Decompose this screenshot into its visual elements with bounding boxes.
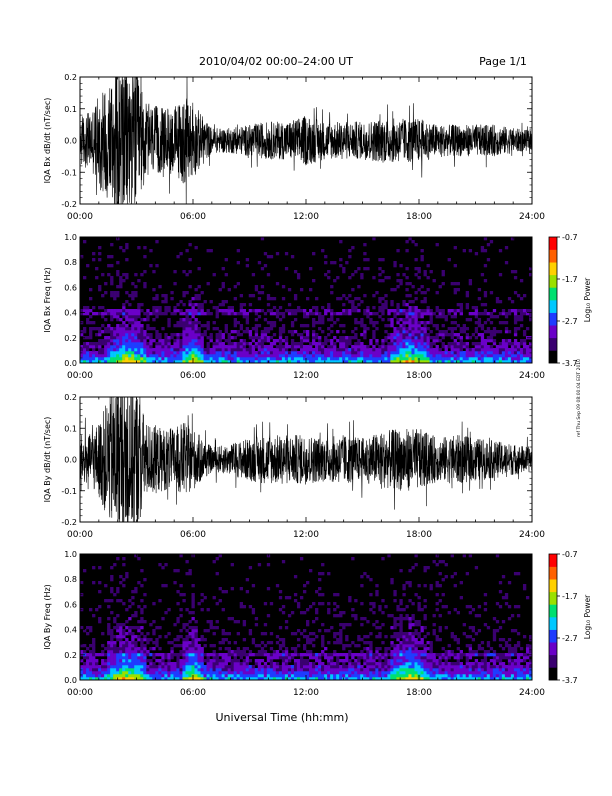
panel-4-ytick-label: 0.8 [64,575,77,584]
panel-3-ytick-label: -0.2 [61,518,77,527]
panel-1-xtick-label: 12:00 [293,212,319,222]
panel-2-colorbar-tick-label: -2.7 [562,317,578,326]
panel-1-xtick-label: 00:00 [67,212,93,222]
panel-4-xtick-label: 12:00 [293,688,319,698]
panel-2-colorbar: -0.7 -1.7 -2.7 -3.7 Log₁₀ Power [548,233,592,368]
panel-4-colorbar-tick-label: -1.7 [562,592,578,601]
panel-1-axes: 00:00 06:00 12:00 18:00 24:00 -0.2 -0.1 0.0 0.1 0… [43,73,545,222]
panel-2-ytick-label: 0.2 [64,334,77,343]
panel-3-ytick-label: -0.1 [61,487,77,496]
panel-2-axes: 00:00 06:00 12:00 18:00 24:00 0.0 0.2 0.4 0.6 0.8… [43,233,545,381]
panel-4-colorbar-tick-label: -0.7 [562,550,578,559]
panel-2-ylabel: IQA Bx Freq (Hz) [43,267,52,333]
side-note: ref Thu Sep 09 08:00:04 EDT 2010 [576,359,582,437]
panel-4-ytick-label: 0.0 [64,676,77,685]
panel-3-xtick-label: 00:00 [67,530,93,540]
panel-2-spectrogram [80,237,533,364]
panel-1-ytick-label: 0.2 [64,73,77,82]
panel-3-xtick-label: 18:00 [406,530,432,540]
panel-2-ytick-label: 1.0 [64,233,77,242]
panel-1-ytick-label: -0.2 [61,200,77,209]
panel-2-ytick-label: 0.6 [64,283,77,292]
panel-4-colorbar-label: Log₁₀ Power [583,594,592,639]
panel-2-colorbar-tick-label: -3.7 [562,359,578,368]
panel-1-xtick-label: 18:00 [406,212,432,222]
panel-4-xtick-label: 00:00 [67,688,93,698]
figure-title: 2010/04/02 00:00–24:00 UT [199,55,353,68]
x-axis-label: Universal Time (hh:mm) [216,711,349,724]
panel-4-colorbar: -0.7 -1.7 -2.7 -3.7 Log₁₀ Power [548,550,592,685]
panel-1-ylabel: IQA Bx dB/dt (nT/sec) [43,98,52,184]
panel-2-colorbar-tick-label: -0.7 [562,233,578,242]
panel-1-ytick-label: -0.1 [61,168,77,177]
panel-4-colorbar-tick-label: -3.7 [562,676,578,685]
panel-4-spectrogram [80,554,533,681]
panel-1-series-line [80,77,532,204]
panel-2-xtick-label: 12:00 [293,371,319,381]
panel-4-ytick-label: 0.4 [64,626,77,635]
panel-4-colorbar-tick-label: -2.7 [562,634,578,643]
panel-2-xtick-label: 18:00 [406,371,432,381]
panel-3-ytick-label: 0.1 [64,424,77,433]
panel-2-ytick-label: 0.4 [64,309,77,318]
panel-2-xtick-label: 24:00 [519,371,545,381]
panel-4-ytick-label: 1.0 [64,550,77,559]
panel-4-xtick-label: 06:00 [180,688,206,698]
panel-4-xtick-label: 24:00 [519,688,545,698]
page-number: Page 1/1 [479,55,527,68]
panel-2-ytick-label: 0.0 [64,359,77,368]
panel-1-ytick-label: 0.0 [64,137,77,146]
panel-3-ytick-label: 0.0 [64,456,77,465]
panel-3-axes: 00:00 06:00 12:00 18:00 24:00 -0.2 -0.1 0.0 0.1 0… [43,393,545,540]
panel-1-ytick-label: 0.1 [64,105,77,114]
panel-3-xtick-label: 24:00 [519,530,545,540]
panel-2-xtick-label: 06:00 [180,371,206,381]
panel-4-ytick-label: 0.6 [64,600,77,609]
panel-3-xtick-label: 12:00 [293,530,319,540]
panel-2-colorbar-label: Log₁₀ Power [583,277,592,322]
panel-3-xtick-label: 06:00 [180,530,206,540]
panel-3-ytick-label: 0.2 [64,393,77,402]
panels: 00:00 06:00 12:00 18:00 24:00 -0.2 -0.1 0.0 0.1 0… [43,73,592,698]
panel-2-xtick-label: 00:00 [67,371,93,381]
panel-2-colorbar-tick-label: -1.7 [562,275,578,284]
panel-1-xtick-label: 06:00 [180,212,206,222]
panel-4-xtick-label: 18:00 [406,688,432,698]
panel-1-xtick-label: 24:00 [519,212,545,222]
panel-3-series-line [80,397,532,522]
panel-4-ylabel: IQA By Freq (Hz) [43,584,52,650]
panel-2-ytick-label: 0.8 [64,258,77,267]
panel-3-ylabel: IQA By dB/dt (nT/sec) [43,417,52,503]
panel-4-axes: 00:00 06:00 12:00 18:00 24:00 0.0 0.2 0.4 0.6 0.8… [43,550,545,698]
panel-4-ytick-label: 0.2 [64,651,77,660]
